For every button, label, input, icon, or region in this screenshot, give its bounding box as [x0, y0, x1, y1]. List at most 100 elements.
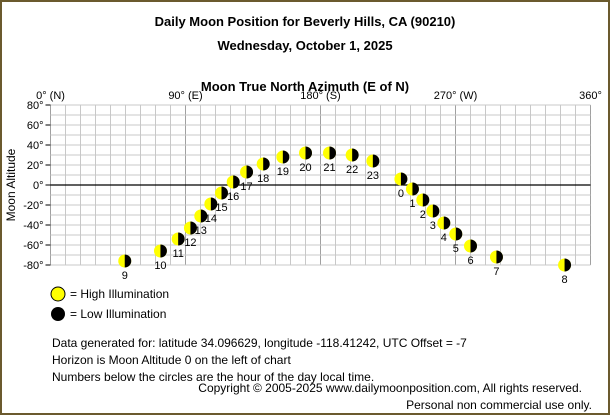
x-tick-label: 270° (W) [434, 90, 478, 102]
moon-low-illumination [160, 244, 167, 258]
moon-point-12: 12 [183, 221, 197, 249]
moon-point-11: 11 [171, 232, 185, 260]
moon-low-illumination [400, 172, 408, 186]
moon-low-illumination [372, 154, 380, 168]
moon-low-illumination [233, 175, 240, 189]
usage-note: Personal non commercial use only. [406, 398, 592, 412]
moon-point-14: 14 [204, 197, 218, 225]
moon-low-illumination [412, 182, 419, 196]
hour-label: 13 [195, 225, 207, 237]
legend-high-icon [50, 286, 66, 302]
hour-label: 6 [467, 255, 473, 267]
hour-label: 10 [154, 260, 166, 272]
hour-label: 18 [257, 173, 269, 185]
y-tick-label: 60° [27, 120, 44, 132]
moon-point-17: 17 [240, 165, 254, 193]
moon-low-illumination [282, 150, 290, 164]
hour-label: 2 [420, 209, 426, 221]
moon-low-illumination [455, 227, 463, 241]
hour-label: 12 [184, 237, 196, 249]
moon-point-20: 20 [299, 146, 312, 174]
x-tick-label: 90° (E) [168, 90, 202, 102]
y-tick-label: 20° [27, 160, 44, 172]
hour-label: 8 [561, 274, 567, 286]
y-tick-label: 40° [27, 140, 44, 152]
moon-point-13: 13 [194, 209, 208, 237]
y-tick-label: 0° [33, 180, 44, 192]
moon-point-0: 0 [394, 172, 408, 200]
moon-low-illumination [443, 216, 451, 230]
x-tick-label: 360° [579, 90, 602, 102]
moon-low-illumination [190, 221, 197, 235]
hour-label: 9 [122, 270, 128, 282]
moon-point-4: 4 [437, 216, 451, 244]
moon-point-15: 15 [215, 186, 228, 214]
moon-low-illumination [210, 197, 218, 211]
moon-low-illumination [470, 239, 478, 253]
hour-label: 7 [493, 266, 499, 278]
chart-subtitle: Wednesday, October 1, 2025 [217, 38, 392, 53]
moon-point-22: 22 [345, 148, 359, 176]
hour-label: 3 [430, 220, 436, 232]
y-axis-title: Moon Altitude [4, 148, 18, 221]
moon-low-illumination [305, 146, 312, 160]
legend-high-label: = High Illumination [70, 287, 169, 301]
hour-label: 21 [323, 162, 335, 174]
y-tick-label: -40° [23, 220, 43, 232]
hour-label: 20 [299, 162, 311, 174]
hour-label: 16 [227, 191, 239, 203]
hour-label: 17 [240, 181, 252, 193]
moon-low-illumination [422, 193, 430, 207]
x-axis-title: Moon True North Azimuth (E of N) [201, 79, 409, 94]
axis-ticks: 0° (N) 90° (E) 180° (S) 270° (W) 360°80°60°4… [23, 90, 602, 272]
moon-point-1: 1 [405, 182, 419, 210]
hour-label: 22 [346, 164, 358, 176]
y-tick-label: -60° [23, 240, 43, 252]
moon-point-5: 5 [449, 227, 463, 255]
moon-low-illumination [178, 232, 185, 246]
note-location: Data generated for: latitude 34.096629, … [52, 336, 467, 350]
hour-label: 1 [409, 198, 415, 210]
moon-point-6: 6 [464, 239, 478, 267]
moon-low-illumination [200, 209, 208, 223]
legend-low-label: = Low Illumination [70, 307, 166, 321]
legend-low-icon [51, 307, 65, 321]
y-tick-label: 80° [27, 100, 44, 112]
moon-point-9: 9 [118, 254, 132, 282]
moon-point-19: 19 [276, 150, 290, 178]
x-tick-label: 180° (S) [300, 90, 340, 102]
y-tick-label: -20° [23, 200, 43, 212]
hour-label: 0 [398, 188, 404, 200]
chart-title: Daily Moon Position for Beverly Hills, C… [155, 14, 456, 29]
moon-point-10: 10 [153, 244, 167, 272]
moon-point-7: 7 [489, 250, 503, 278]
moon-low-illumination [124, 254, 132, 268]
hour-label: 11 [172, 248, 183, 260]
moon-low-illumination [263, 157, 270, 171]
moon-low-illumination [221, 186, 228, 200]
legend: = High Illumination = Low Illumination [50, 286, 169, 321]
moon-point-2: 2 [416, 193, 430, 221]
hour-label: 19 [277, 166, 289, 178]
note-hours: Numbers below the circles are the hour o… [52, 370, 374, 384]
y-tick-label: -80° [23, 260, 43, 272]
moon-low-illumination [329, 146, 337, 160]
moon-low-illumination [352, 148, 359, 162]
moon-low-illumination [246, 165, 254, 179]
moon-point-21: 21 [323, 146, 337, 174]
moon-point-18: 18 [256, 157, 270, 185]
hour-label: 4 [441, 232, 447, 244]
x-tick-label: 0° (N) [36, 90, 65, 102]
hour-label: 5 [453, 243, 459, 255]
moon-point-3: 3 [426, 204, 440, 232]
moon-point-23: 23 [366, 154, 380, 182]
copyright: Copyright © 2005-2025 www.dailymoonposit… [198, 381, 582, 395]
moon-low-illumination [496, 250, 503, 264]
moon-point-16: 16 [226, 175, 240, 203]
moon-point-8: 8 [558, 258, 572, 286]
hour-label: 15 [215, 202, 227, 214]
moon-low-illumination [564, 258, 572, 272]
